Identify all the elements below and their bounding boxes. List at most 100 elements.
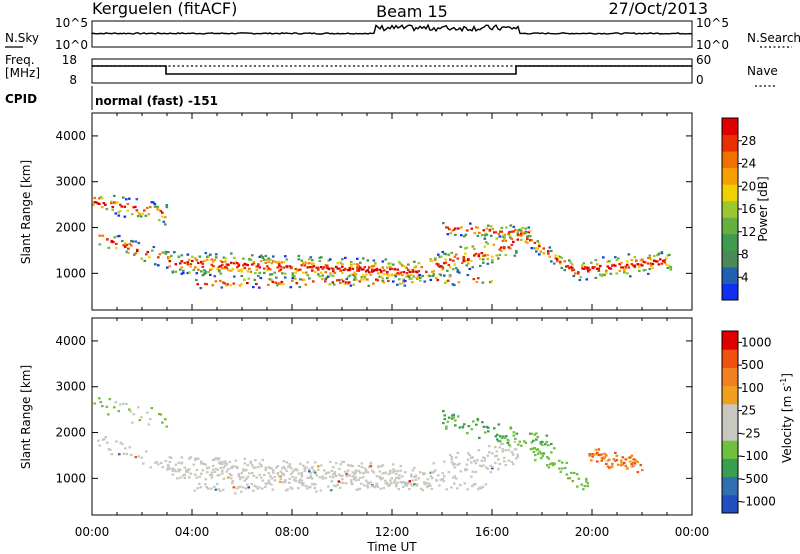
velocity-heatmap (93, 397, 644, 495)
echo-cell (512, 463, 515, 466)
echo-cell (185, 469, 188, 472)
echo-cell (438, 255, 442, 258)
echo-cell (484, 431, 487, 434)
echo-cell (124, 242, 127, 245)
echo-cell (350, 263, 353, 266)
echo-cell (432, 462, 436, 465)
echo-cell (344, 268, 347, 271)
echo-cell (608, 458, 611, 461)
echo-cell (387, 274, 391, 277)
echo-cell (308, 470, 311, 473)
echo-cell (498, 446, 502, 449)
echo-cell (268, 278, 272, 281)
echo-cell (174, 463, 178, 466)
echo-cell (279, 480, 282, 483)
echo-cell (483, 245, 487, 248)
echo-cell (481, 485, 485, 488)
echo-cell (282, 473, 286, 476)
echo-cell (255, 268, 259, 271)
echo-cell (585, 267, 589, 270)
echo-cell (245, 477, 248, 480)
echo-cell (398, 273, 401, 276)
echo-cell (653, 254, 656, 258)
echo-cell (306, 476, 310, 479)
echo-cell (174, 470, 178, 473)
echo-cell (504, 449, 508, 452)
echo-cell (311, 466, 314, 469)
echo-cell (621, 456, 625, 459)
echo-cell (336, 279, 339, 282)
echo-cell (453, 466, 457, 469)
ytick-label: 1000 (55, 266, 86, 280)
echo-cell (510, 243, 514, 246)
echo-cell (231, 268, 235, 271)
echo-cell (270, 273, 274, 276)
echo-cell (270, 477, 274, 480)
freq-unit: [MHz] (5, 66, 40, 80)
echo-cell (629, 456, 632, 459)
echo-cell (339, 486, 342, 489)
echo-cell (341, 258, 344, 261)
echo-cell (351, 267, 355, 270)
echo-cell (431, 477, 434, 480)
ytick-label: 2000 (55, 426, 86, 440)
echo-cell (219, 272, 223, 275)
echo-cell (381, 266, 385, 269)
echo-cell (189, 456, 193, 459)
echo-cell (642, 269, 646, 272)
echo-cell (520, 232, 523, 235)
echo-cell (284, 276, 287, 279)
echo-cell (588, 454, 592, 457)
echo-cell (135, 198, 139, 201)
nave-tick-bottom: 0 (696, 73, 704, 87)
echo-cell (510, 460, 514, 463)
echo-cell (110, 201, 113, 205)
echo-cell (116, 201, 119, 204)
nsky-tick-top: 10^5 (55, 16, 88, 30)
echo-cell (387, 473, 391, 476)
echo-cell (473, 247, 476, 250)
echo-cell (212, 464, 215, 467)
echo-cell (243, 267, 247, 270)
echo-cell (285, 461, 289, 464)
echo-cell (410, 273, 413, 276)
echo-cell (166, 266, 169, 269)
echo-cell (489, 464, 493, 467)
echo-cell (481, 421, 484, 424)
echo-cell (541, 454, 545, 458)
echo-cell (206, 471, 209, 474)
echo-cell (413, 483, 416, 486)
echo-cell (215, 456, 218, 460)
echo-cell (298, 481, 302, 484)
echo-cell (509, 224, 513, 227)
echo-cell (134, 205, 137, 208)
echo-cell (666, 254, 670, 257)
echo-cell (594, 259, 598, 262)
echo-cell (647, 262, 650, 265)
echo-cell (309, 472, 313, 475)
echo-cell (541, 443, 544, 446)
echo-cell (311, 266, 314, 269)
echo-cell (461, 426, 465, 429)
echo-cell (467, 425, 471, 428)
echo-cell (194, 266, 197, 269)
echo-cell (590, 454, 593, 457)
echo-cell (255, 485, 258, 488)
echo-cell (246, 282, 249, 285)
echo-cell (491, 228, 495, 231)
echo-cell (441, 266, 445, 269)
echo-cell (398, 261, 401, 264)
echo-cell (374, 261, 377, 265)
echo-cell (457, 281, 461, 284)
echo-cell (497, 458, 500, 461)
echo-cell (358, 487, 362, 490)
echo-cell (327, 275, 330, 278)
echo-cell (330, 479, 334, 482)
echo-cell (278, 260, 281, 263)
echo-cell (416, 271, 419, 274)
echo-cell (609, 466, 613, 469)
echo-cell (226, 283, 230, 286)
echo-cell (260, 476, 263, 479)
echo-cell (210, 268, 214, 271)
echo-cell (399, 464, 403, 468)
